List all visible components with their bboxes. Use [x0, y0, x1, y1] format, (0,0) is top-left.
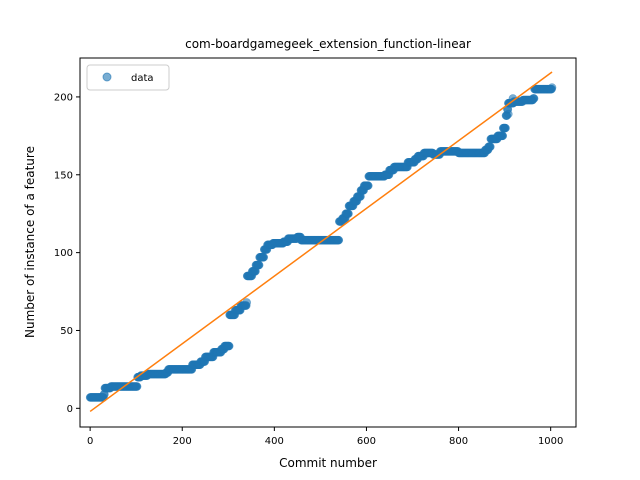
data-point [242, 298, 251, 307]
x-tick-label: 800 [449, 436, 468, 447]
y-tick-label: 0 [67, 404, 73, 415]
chart-title: com-boardgamegeek_extension_function-lin… [185, 37, 471, 51]
y-tick-label: 200 [54, 92, 73, 103]
data-point [501, 123, 510, 133]
legend-entry-data: data [131, 73, 154, 84]
x-tick-label: 400 [265, 436, 284, 447]
legend-marker [102, 72, 112, 82]
x-tick-label: 1000 [538, 436, 563, 447]
data-layer [85, 83, 557, 402]
data-point [334, 235, 344, 245]
plot-frame [79, 57, 577, 428]
data-point [486, 142, 495, 151]
data-point [504, 109, 513, 119]
plot-area [79, 57, 577, 428]
legend-box [86, 64, 170, 91]
x-tick-label: 200 [173, 436, 192, 447]
data-point [259, 253, 269, 262]
fit-line-layer [89, 71, 553, 413]
fit-line [89, 71, 553, 413]
data-point [224, 341, 234, 351]
data-point [547, 83, 557, 92]
x-axis: 0 200 400 600 800 1000 [87, 427, 563, 447]
data-point [132, 382, 142, 391]
y-tick-label: 100 [54, 248, 73, 259]
x-axis-label: Commit number [279, 456, 377, 470]
y-tick-label: 150 [54, 170, 73, 181]
y-tick-label: 50 [60, 326, 73, 337]
data-point [529, 94, 539, 103]
data-point [344, 209, 353, 218]
data-point [364, 181, 373, 190]
y-axis: 0 50 100 150 200 [54, 92, 80, 415]
x-tick-label: 600 [357, 436, 376, 447]
data-point [498, 131, 508, 141]
data-point [254, 260, 264, 270]
x-tick-label: 0 [87, 436, 93, 447]
legend: data [86, 64, 170, 91]
y-axis-label: Number of instance of a feature [23, 146, 37, 338]
